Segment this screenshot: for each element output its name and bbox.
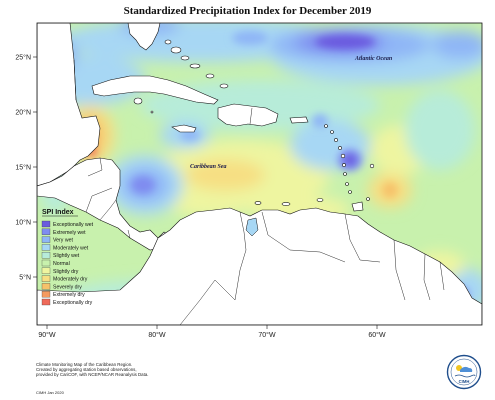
lake-maracaibo xyxy=(245,217,259,237)
lat-label-25n: 25°N xyxy=(15,54,31,62)
legend-label: Extremely wet xyxy=(53,230,86,236)
footer-line: Climate Monitoring Map of the Caribbean … xyxy=(36,362,133,367)
legend: SPI Index Exceptionally wet Extremely wet… xyxy=(41,209,94,306)
legend-swatch xyxy=(41,291,51,298)
legend-swatch xyxy=(41,283,51,290)
lon-label-80w: 80°W xyxy=(148,331,166,339)
legend-label: Slightly wet xyxy=(53,253,80,259)
lat-label-15n: 15°N xyxy=(15,164,31,172)
caribbean-sea-label: Caribbean Sea xyxy=(190,164,227,170)
lon-label-90w: 90°W xyxy=(38,331,56,339)
legend-label: Severely dry xyxy=(53,284,82,290)
lon-label-60w: 60°W xyxy=(368,331,386,339)
legend-swatch xyxy=(41,267,51,274)
legend-swatch xyxy=(41,220,51,228)
legend-title: SPI Index xyxy=(42,209,74,216)
logo-text: CIMH xyxy=(459,379,470,384)
cimh-logo-icon: CIMH xyxy=(446,354,482,390)
lat-label-20n: 20°N xyxy=(15,109,31,117)
footer-line: Created by aggregating station based obs… xyxy=(36,367,137,373)
lat-label-5n: 5°N xyxy=(19,274,31,282)
axis-ticks xyxy=(33,56,378,329)
lat-label-10n: 10°N xyxy=(15,219,31,227)
legend-swatch xyxy=(41,259,51,267)
legend-label: Extremely dry xyxy=(53,292,85,298)
legend-swatch xyxy=(41,275,51,282)
legend-swatch xyxy=(41,244,51,251)
legend-label: Normal xyxy=(53,261,70,267)
atlantic-ocean-label: Atlantic Ocean xyxy=(354,56,393,62)
map-title: Standardized Precipitation Index for Dec… xyxy=(123,5,372,17)
legend-label: Moderately wet xyxy=(53,245,89,251)
lon-label-70w: 70°W xyxy=(258,331,276,339)
legend-label: Slightly dry xyxy=(53,269,79,275)
map-frame xyxy=(36,22,483,326)
credit-text: CIMH Jan 2020 xyxy=(36,390,64,395)
footer-notes: Climate Monitoring Map of the Caribbean … xyxy=(36,362,206,378)
precipitation-field xyxy=(37,23,482,325)
legend-label: Exceptionally wet xyxy=(53,222,94,228)
country-borders xyxy=(73,59,445,325)
legend-swatch xyxy=(41,228,51,235)
legend-swatch xyxy=(41,298,51,306)
legend-label: Very wet xyxy=(53,238,73,244)
legend-swatch xyxy=(41,236,51,243)
legend-label: Moderately dry xyxy=(53,277,88,283)
land-masses xyxy=(37,23,482,325)
legend-label: Exceptionally dry xyxy=(53,300,93,306)
legend-swatch xyxy=(41,252,51,259)
footer-line: provided by CariCOF, with NCEP/NCAR Rean… xyxy=(36,372,149,378)
